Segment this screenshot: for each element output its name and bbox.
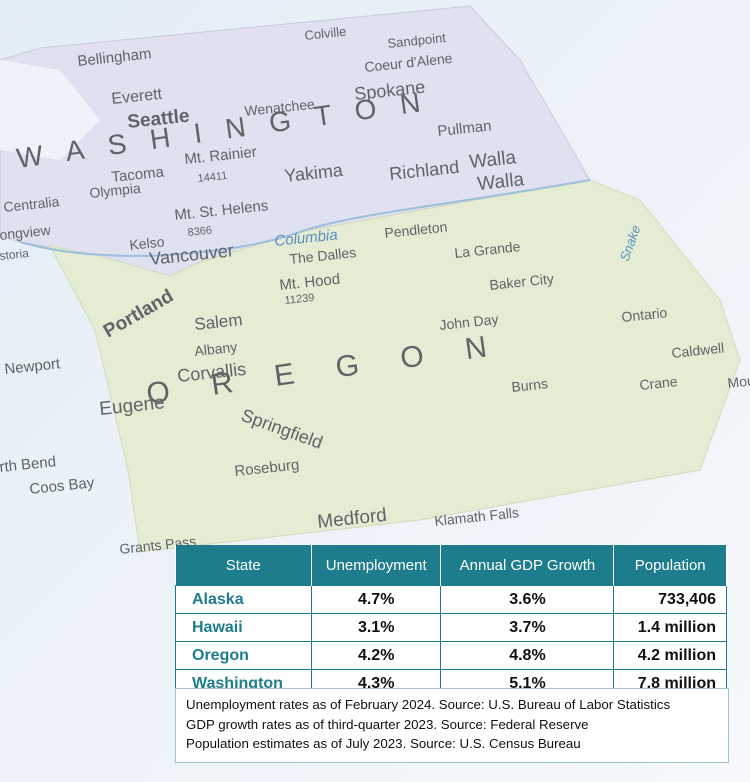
map-label: John Day xyxy=(439,311,500,333)
map-label: Everett xyxy=(111,86,164,108)
header-cell: State xyxy=(175,545,312,586)
table-cell: 4.8% xyxy=(440,641,615,670)
map-label: Wenatchee xyxy=(244,96,316,119)
footnotes: Unemployment rates as of February 2024. … xyxy=(175,688,729,763)
table-body: Alaska 4.7% 3.6% 733,406 Hawaii 3.1% 3.7% 1.4 m… xyxy=(175,585,727,698)
table-cell: 733,406 xyxy=(613,585,727,614)
header-cell: Population xyxy=(613,545,727,586)
map-label: Mt. Hood xyxy=(279,271,341,294)
map-label: 11239 xyxy=(284,292,315,307)
oregon-shape xyxy=(49,179,741,553)
table-cell: 3.6% xyxy=(440,585,615,614)
table-cell: Hawaii xyxy=(175,613,312,642)
table-cell: 4.2 million xyxy=(613,641,727,670)
map-label: ongview xyxy=(0,222,52,243)
table-cell: 3.7% xyxy=(440,613,615,642)
map-label: Walla xyxy=(476,169,525,195)
map-label: Pullman xyxy=(437,117,493,140)
map-label: Albany xyxy=(194,339,238,359)
map-label: 14411 xyxy=(197,170,228,185)
map-label: Olympia xyxy=(89,180,142,201)
table-cell: 3.1% xyxy=(310,613,442,642)
map-label: La Grande xyxy=(454,238,522,261)
table-row: Oregon 4.2% 4.8% 4.2 million xyxy=(175,641,727,670)
map-label: storia xyxy=(0,246,30,263)
table-cell: 7.8 million xyxy=(613,669,727,698)
map-label: Baker City xyxy=(489,270,555,293)
table-cell: 4.2% xyxy=(310,641,442,670)
header-row: State Unemployment Annual GDP Growth Pop… xyxy=(175,545,727,586)
table-cell: Alaska xyxy=(175,585,312,614)
footnote: GDP growth rates as of third-quarter 202… xyxy=(186,716,589,732)
table-row: Hawaii 3.1% 3.7% 1.4 million xyxy=(175,613,727,642)
table-cell: 1.4 million xyxy=(613,613,727,642)
map-label: Coos Bay xyxy=(29,474,96,498)
map-label: Burns xyxy=(511,375,549,395)
map-label: Pendleton xyxy=(384,218,448,241)
map-label: Mou xyxy=(727,372,750,391)
map-label: Salem xyxy=(193,310,243,334)
map-label: rth Bend xyxy=(0,453,57,476)
sound xyxy=(0,60,100,160)
footnote: Population estimates as of July 2023. So… xyxy=(186,736,581,751)
data-table: State Unemployment Annual GDP Growth Pop… xyxy=(175,545,727,698)
map-label: Centralia xyxy=(3,193,61,215)
map-label: 8366 xyxy=(187,224,213,238)
table-row: Alaska 4.7% 3.6% 733,406 xyxy=(175,585,727,614)
map-label: Sandpoint xyxy=(387,30,447,51)
map-label: Colville xyxy=(304,24,347,43)
table-row: Washington 4.3% 5.1% 7.8 million xyxy=(175,669,727,698)
map-label: Caldwell xyxy=(671,340,725,361)
header-cell: Annual GDP Growth xyxy=(440,545,615,586)
map-label: Crane xyxy=(639,373,679,393)
table-cell: 4.7% xyxy=(310,585,442,614)
map-label: Ontario xyxy=(621,304,669,325)
footnote: Unemployment rates as of February 2024. … xyxy=(186,697,671,712)
table-cell: Oregon xyxy=(175,641,312,670)
map-label: Columbia xyxy=(274,226,339,250)
map-label: Walla xyxy=(468,147,517,173)
river xyxy=(19,179,591,257)
map-label: Roseburg xyxy=(234,456,300,480)
map-label: Tacoma xyxy=(111,164,166,186)
map-label: Newport xyxy=(4,355,62,378)
map-label: The Dalles xyxy=(289,244,357,267)
map-label: Kelso xyxy=(129,233,166,253)
header-cell: Unemployment xyxy=(311,545,442,586)
